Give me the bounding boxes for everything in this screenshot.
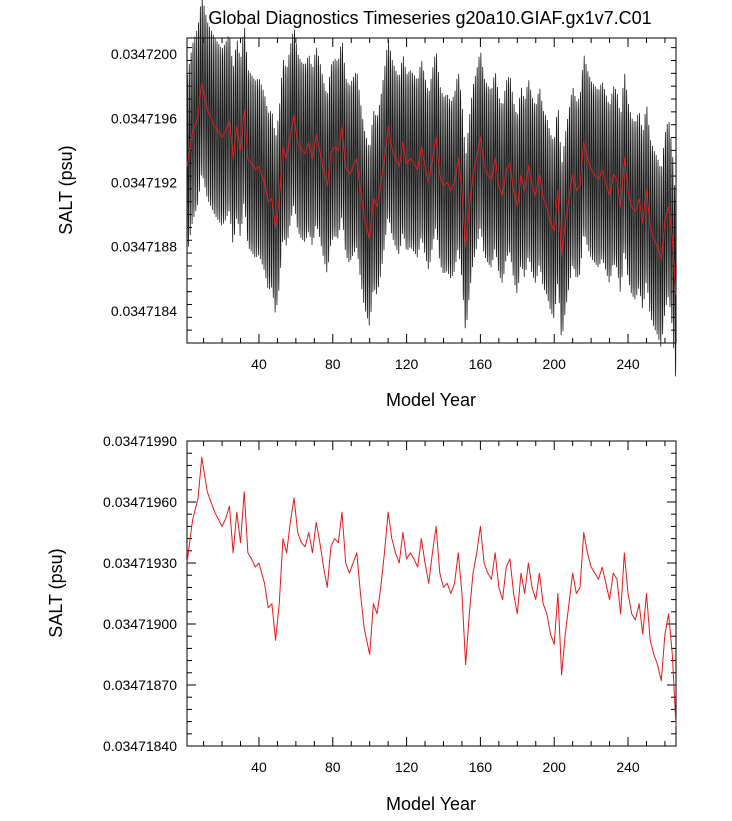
y-tick-label: 0.03471900 xyxy=(103,616,177,632)
x-tick-label: 120 xyxy=(395,356,419,372)
bottom-y-axis-label: SALT (psu) xyxy=(46,548,66,637)
top-axes: 40 80 120 160 200 240 0.0347184 0.0347188 0.0347… xyxy=(111,38,676,372)
x-tick-label: 240 xyxy=(616,759,640,775)
x-tick-label: 200 xyxy=(543,759,567,775)
y-tick-label: 0.0347184 xyxy=(111,303,177,319)
y-tick-label: 0.0347196 xyxy=(111,110,177,126)
x-tick-label: 80 xyxy=(325,759,341,775)
x-tick-label: 120 xyxy=(395,759,419,775)
top-y-axis-label: SALT (psu) xyxy=(56,145,76,234)
top-plot-frame xyxy=(186,37,677,344)
x-tick-label: 160 xyxy=(469,356,493,372)
x-tick-label: 80 xyxy=(325,356,341,372)
bottom-x-axis-label: Model Year xyxy=(386,794,476,814)
figure-title: Global Diagnostics Timeseries g20a10.GIA… xyxy=(208,8,651,28)
x-tick-label: 240 xyxy=(616,356,640,372)
series-line-annual xyxy=(186,456,677,726)
y-tick-label: 0.03471840 xyxy=(103,738,177,754)
top-series xyxy=(186,0,677,377)
top-x-axis-label: Model Year xyxy=(386,390,476,410)
y-tick-label: 0.03471960 xyxy=(103,494,177,510)
y-tick-label: 0.0347192 xyxy=(111,174,177,190)
x-tick-label: 160 xyxy=(469,759,493,775)
series-line-annual xyxy=(186,82,677,295)
bottom-panel: 40 80 120 160 200 240 0.03471840 0.03471870 0.03… xyxy=(46,433,677,814)
y-tick-label: 0.0347200 xyxy=(111,46,177,62)
x-tick-label: 40 xyxy=(251,356,267,372)
top-panel: 40 80 120 160 200 240 0.0347184 0.0347188 0.0347… xyxy=(56,0,677,410)
bottom-plot-frame xyxy=(186,440,677,747)
y-tick-label: 0.03471930 xyxy=(103,555,177,571)
y-tick-label: 0.03471870 xyxy=(103,677,177,693)
x-tick-label: 200 xyxy=(543,356,567,372)
bottom-series xyxy=(186,456,677,726)
y-tick-label: 0.0347188 xyxy=(111,239,177,255)
x-tick-label: 40 xyxy=(251,759,267,775)
y-tick-label: 0.03471990 xyxy=(103,433,177,449)
series-line-monthly xyxy=(186,0,677,377)
bottom-axes: 40 80 120 160 200 240 0.03471840 0.03471870 0.03… xyxy=(103,433,676,775)
